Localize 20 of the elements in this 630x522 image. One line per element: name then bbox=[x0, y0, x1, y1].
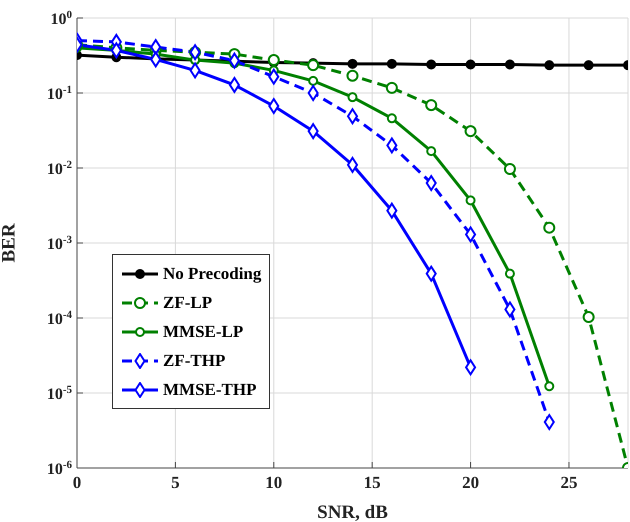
x-tick-label: 5 bbox=[171, 473, 180, 492]
y-axis-title: BER bbox=[0, 223, 20, 263]
x-axis-title: SNR, dB bbox=[317, 502, 388, 522]
legend-label: MMSE-LP bbox=[163, 322, 244, 342]
y-tick-label: 10$^{-1}$ bbox=[46, 84, 72, 103]
y-tick-label: 10$^{-5}$ bbox=[46, 384, 72, 403]
x-tick-label: 0 bbox=[72, 473, 82, 492]
x-tick-label: 15 bbox=[364, 473, 381, 492]
x-tick-label: 25 bbox=[560, 473, 578, 492]
y-tick-label: 10$^{-3}$ bbox=[46, 234, 72, 253]
y-tick-label: 10$^{0}$ bbox=[50, 9, 72, 28]
x-tick-label: 10 bbox=[265, 473, 282, 492]
x-tick-label: 20 bbox=[462, 473, 480, 492]
legend-label: ZF-THP bbox=[163, 350, 226, 370]
y-tick-label: 10$^{-2}$ bbox=[46, 159, 72, 178]
y-tick-label: 10$^{-6}$ bbox=[46, 459, 72, 478]
y-tick-label: 10$^{-4}$ bbox=[46, 309, 72, 328]
legend-label: MMSE-THP bbox=[163, 380, 256, 400]
legend-label: No Precoding bbox=[163, 264, 262, 284]
legend-label: ZF-LP bbox=[163, 292, 212, 312]
